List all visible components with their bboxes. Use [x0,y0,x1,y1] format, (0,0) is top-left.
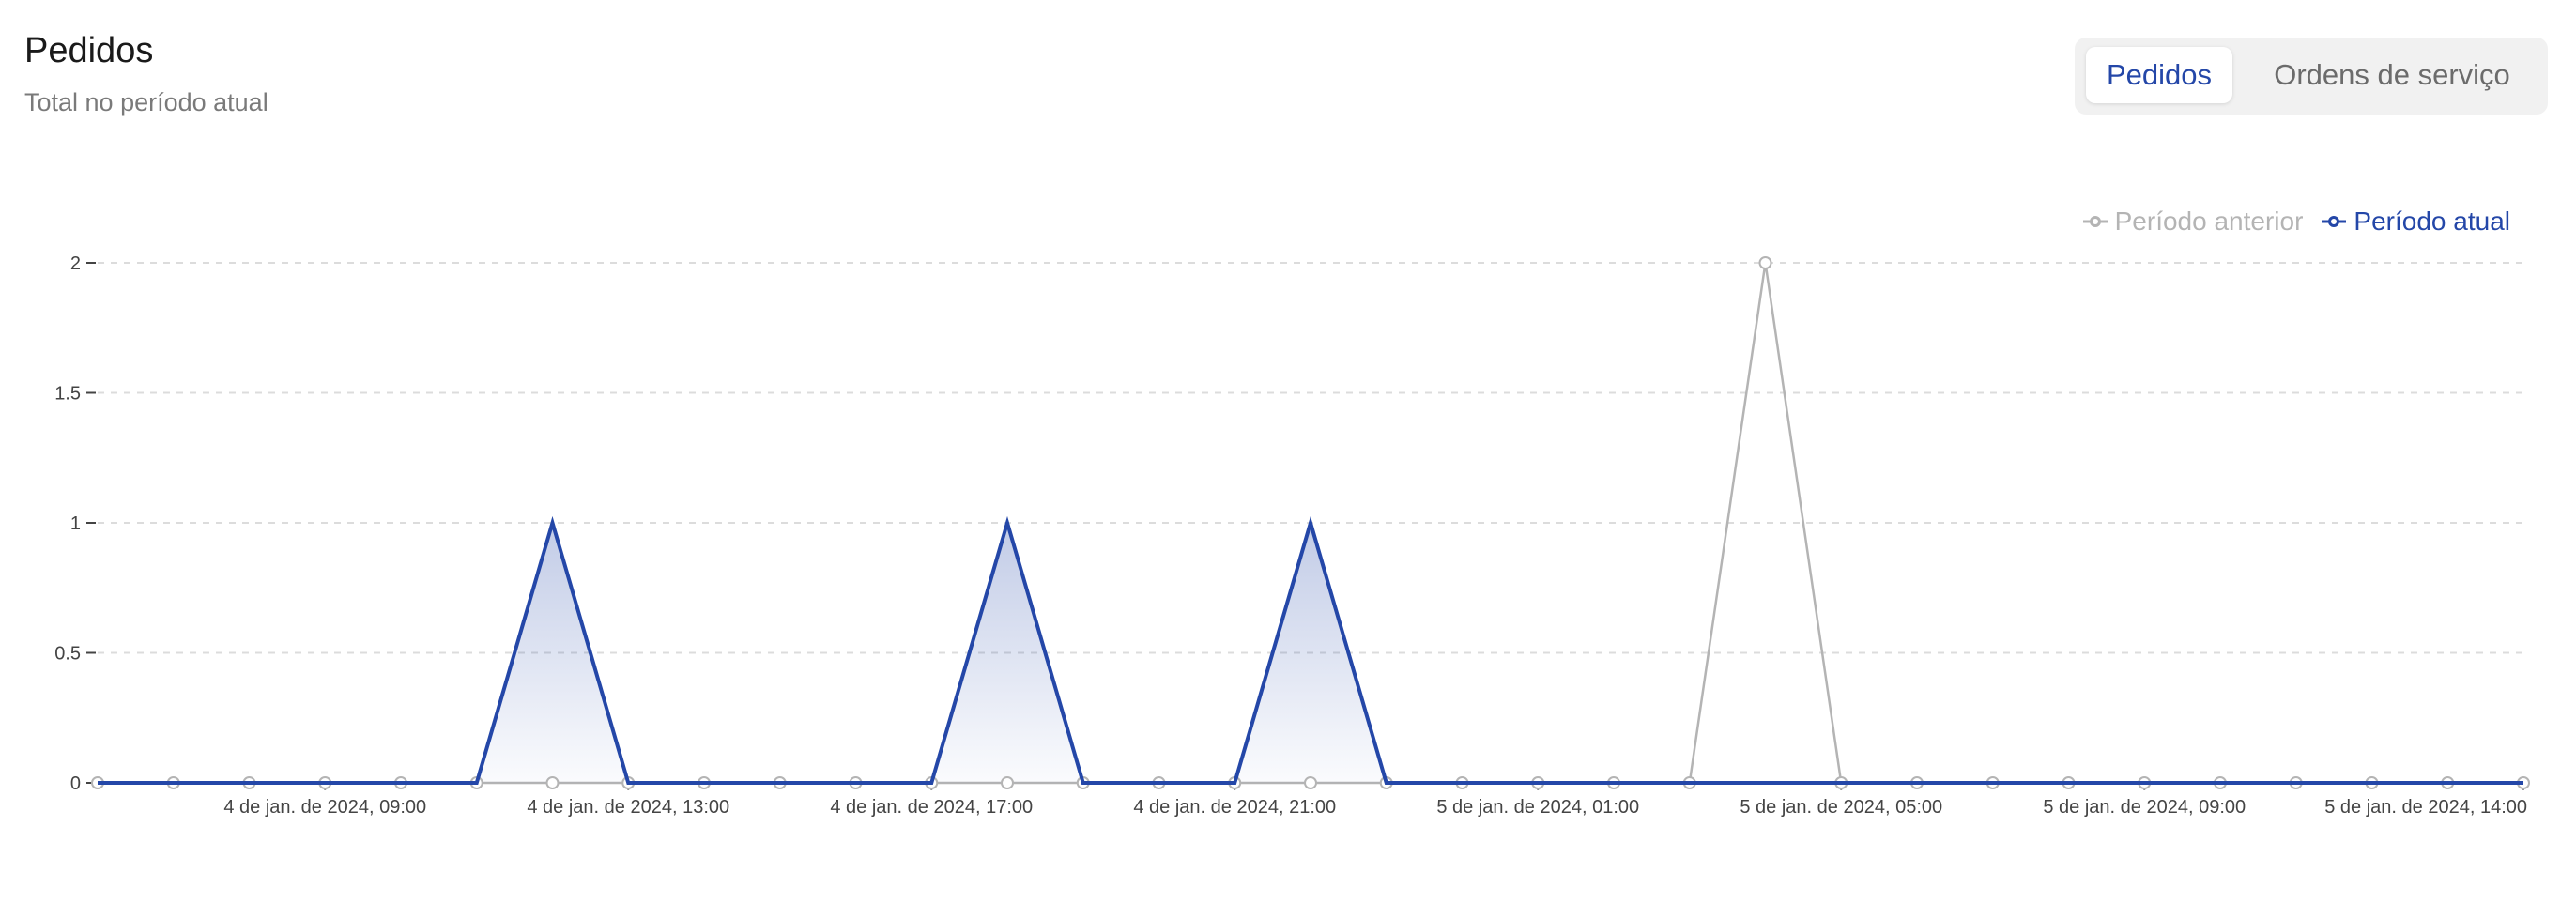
data-point-previous [1758,256,1772,269]
x-tick-label: 5 de jan. de 2024, 01:00 [1436,797,1639,818]
legend-line-marker-icon [2322,216,2347,227]
x-tick-label: 4 de jan. de 2024, 17:00 [830,797,1033,818]
y-tick-label: 1.5 [54,384,81,405]
series-area-current [98,523,2523,783]
x-tick-label: 4 de jan. de 2024, 13:00 [527,797,729,818]
y-tick-label: 0 [70,773,81,794]
tab-switcher: Pedidos Ordens de serviço [2075,38,2548,115]
chart-legend: Período anterior Período atual [2082,207,2510,237]
data-point-previous [1304,776,1317,789]
tab-pedidos[interactable]: Pedidos [2086,47,2232,103]
legend-label-current: Período atual [2354,207,2510,236]
data-point-previous [545,776,560,789]
legend-line-marker-icon [2082,216,2108,227]
page-subtitle: Total no período atual [24,88,268,116]
legend-item-current[interactable]: Período atual [2322,207,2510,237]
x-tick-label: 5 de jan. de 2024, 05:00 [1740,797,1942,818]
y-tick-label: 1 [70,513,81,534]
y-tick-label: 2 [70,253,81,274]
chart-header: Pedidos Total no período atual [24,28,268,118]
x-tick-label: 4 de jan. de 2024, 09:00 [223,797,426,818]
legend-label-previous: Período anterior [2114,207,2304,236]
series-layer [91,256,2530,789]
x-tick-label: 4 de jan. de 2024, 21:00 [1133,797,1336,818]
data-point-previous [1001,776,1014,789]
legend-item-previous[interactable]: Período anterior [2082,207,2304,237]
page-title: Pedidos [24,31,154,70]
tab-ordens-de-servico[interactable]: Ordens de serviço [2274,58,2510,91]
x-tick-label: 5 de jan. de 2024, 09:00 [2043,797,2246,818]
y-tick-label: 0.5 [54,644,81,665]
y-axis: 0 0.5 1 1.5 2 [54,253,96,794]
x-tick-label: 5 de jan. de 2024, 14:00 [2324,797,2527,818]
